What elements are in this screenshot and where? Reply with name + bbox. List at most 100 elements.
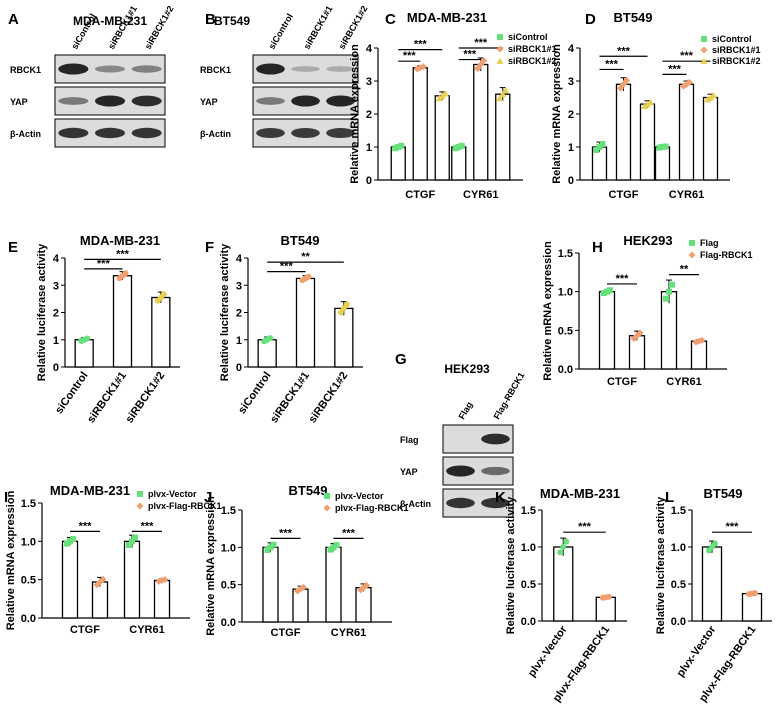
blot-row-label: β-Actin: [200, 129, 231, 139]
blot-band: [481, 466, 510, 476]
data-point: [623, 76, 630, 84]
bar: [473, 63, 489, 181]
legend-entry: plvx-Vector: [335, 491, 384, 501]
legend-entry: plvx-Flag-RBCK1: [148, 501, 222, 511]
bar: [678, 83, 695, 181]
data-point: [557, 549, 564, 556]
legend-marker: [323, 504, 331, 512]
bar: [639, 103, 656, 181]
data-point: [712, 540, 718, 547]
blot-band: [131, 95, 162, 107]
bar: [74, 339, 94, 368]
y-tick-label: 0.0: [21, 613, 36, 625]
blot-row-label: β-Actin: [10, 129, 41, 139]
y-axis-label: Relative mRNA expression: [551, 44, 563, 184]
data-point: [441, 89, 449, 97]
legend-entry: Flag-RBCK1: [700, 250, 753, 260]
data-point: [647, 98, 654, 106]
panel-letter: J: [204, 489, 212, 506]
significance-label: ***: [605, 58, 619, 70]
data-point: [560, 544, 567, 550]
y-axis-label: Relative luciferase activity: [655, 496, 667, 634]
bar: [434, 95, 450, 181]
y-tick-label: 0.0: [221, 617, 236, 629]
y-axis-label: Relative mRNA expression: [542, 241, 554, 381]
legend-marker: [689, 240, 695, 246]
significance-label: **: [680, 264, 689, 276]
blot-row-label: Flag: [400, 435, 419, 445]
y-tick-label: 1.5: [671, 505, 686, 517]
data-point: [300, 583, 307, 591]
panel-g: G HEK293 Flag Flag-RBCK1 Flag YAP β-Actin: [395, 351, 526, 518]
significance-label: ***: [680, 50, 694, 62]
blot-band: [131, 65, 162, 73]
bar: [257, 339, 277, 368]
significance-label: ***: [726, 521, 740, 533]
x-tick-label: CTGF: [609, 189, 639, 201]
legend-marker: [496, 45, 504, 53]
data-point: [99, 575, 107, 583]
bar: [701, 546, 723, 622]
panel-letter: I: [4, 489, 8, 506]
bar: [151, 296, 171, 368]
blot-title: HEK293: [444, 362, 490, 376]
bar: [412, 67, 428, 181]
data-point: [502, 86, 510, 94]
y-tick-label: 3: [236, 280, 242, 292]
bar: [553, 546, 574, 622]
panel-l: L BT549 0.0 0.5 1.0 1.5 Relative luciferase ac…: [655, 486, 772, 704]
legend-entry: siControl: [508, 32, 548, 42]
blot-band: [131, 127, 162, 139]
panel-letter: K: [495, 489, 506, 506]
x-tick-label: CTGF: [607, 376, 637, 388]
data-point: [419, 63, 427, 71]
data-point: [480, 57, 488, 65]
legend-entry: siRBCK1#2: [712, 56, 761, 66]
legend-marker: [700, 57, 708, 64]
blot-title: MDA-MB-231: [73, 14, 147, 28]
panel-e: E MDA-MB-231 0 1 2 3 4 Relative luciferase acti…: [8, 233, 180, 425]
bar: [451, 146, 467, 181]
blot-row-label: YAP: [10, 97, 28, 107]
bar: [153, 579, 171, 619]
legend-marker: [688, 251, 696, 259]
data-point: [698, 336, 706, 344]
data-point: [270, 541, 277, 548]
panel-letter: L: [665, 489, 674, 506]
significance-label: ***: [578, 521, 592, 533]
blot-band: [291, 127, 320, 139]
y-axis-label: Relative mRNA expression: [5, 490, 17, 630]
significance-label: ***: [616, 273, 630, 285]
y-tick-label: 0: [568, 175, 574, 187]
y-tick-label: 1: [236, 335, 242, 347]
lane-label: siRBCK1#2: [143, 4, 176, 51]
blot-row-label: YAP: [400, 467, 418, 477]
y-tick-label: 2: [366, 109, 372, 121]
y-tick-label: 1.0: [671, 542, 686, 554]
significance-label: ***: [617, 45, 631, 57]
panel-j: J BT549 0.0 0.5 1.0 1.5 Relative mRNA expressi…: [204, 483, 409, 639]
y-tick-label: 2: [568, 109, 574, 121]
significance-label: ***: [414, 39, 428, 51]
bar: [262, 546, 279, 623]
y-tick-label: 0.5: [558, 325, 573, 337]
y-tick-label: 1.0: [221, 542, 236, 554]
legend-entry: siRBCK1#1: [712, 45, 761, 55]
y-axis-label: Relative mRNA expression: [205, 496, 217, 636]
significance-label: **: [301, 251, 310, 263]
panel-letter: B: [205, 11, 216, 28]
panel-letter: A: [8, 11, 19, 28]
data-point: [563, 538, 570, 545]
y-tick-label: 2: [236, 308, 242, 320]
blot-band: [94, 127, 126, 139]
data-point: [636, 329, 644, 337]
bar: [654, 146, 671, 181]
bar: [690, 340, 708, 370]
legend-entry: siRBCK1#2: [508, 56, 557, 66]
panel-h: H HEK293 0.0 0.5 1.0 1.5 Relative mRNA express…: [542, 233, 753, 388]
blot-row-label: YAP: [200, 97, 218, 107]
y-tick-label: 0.0: [521, 616, 536, 628]
significance-label: ***: [116, 248, 130, 260]
